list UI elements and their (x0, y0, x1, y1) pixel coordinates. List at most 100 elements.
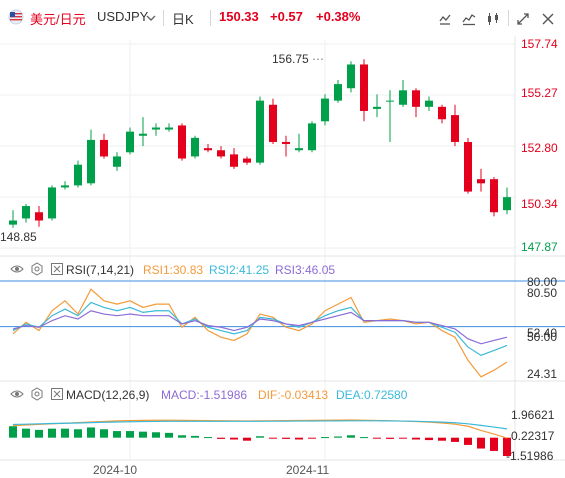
candle-body (360, 64, 368, 111)
candle-body (74, 164, 82, 186)
y-tick-label: 152.80 (521, 141, 558, 155)
symbol-name[interactable]: 美元/日元 (30, 12, 86, 27)
rsi2-value: RSI2:41.25 (209, 263, 270, 277)
candle-body (282, 141, 290, 145)
candle-body (503, 197, 511, 211)
header-divider (508, 10, 509, 26)
close-icon[interactable] (537, 8, 559, 30)
candle-body (61, 185, 69, 188)
candle-body (191, 137, 199, 157)
candle-body (256, 100, 264, 163)
eye-icon[interactable] (10, 387, 24, 401)
macd-bar (61, 428, 69, 438)
candle-body (399, 90, 407, 105)
settings-gear-icon[interactable] (30, 262, 44, 276)
symbol-code[interactable]: USDJPY (97, 9, 149, 24)
rsi-series (0, 280, 565, 378)
macd-bar (347, 435, 355, 438)
price-change: +0.57 (270, 9, 303, 24)
macd-bar (87, 427, 95, 438)
macd-tick-label: 0.22317 (511, 429, 555, 443)
macd-lines (12, 419, 508, 439)
y-tick-label: 147.87 (521, 240, 558, 254)
candle-body (204, 148, 212, 151)
expand-icon[interactable] (512, 8, 534, 30)
candle-body (386, 100, 394, 102)
header-divider (163, 10, 164, 26)
macd-bar (35, 429, 43, 438)
candle-body (308, 123, 316, 151)
candle-body (334, 84, 342, 101)
macd-bar (191, 435, 199, 438)
rsi1-value: RSI1:30.83 (143, 263, 204, 277)
macd-bar (152, 432, 160, 438)
macd-bar (165, 432, 173, 438)
macd-bar (178, 435, 186, 438)
macd-bar (269, 437, 277, 439)
price-change-percent: +0.38% (316, 9, 361, 24)
currency-flag-icon (8, 9, 24, 28)
rsi-tick-label: 80.00 (527, 275, 558, 289)
rsi3-line (12, 310, 508, 345)
rsi-tick-label: 24.31 (527, 367, 558, 381)
candle-body (9, 220, 17, 225)
dea-line (12, 420, 508, 430)
macd-bar (321, 437, 329, 439)
rsi2-line (12, 301, 508, 357)
macd-bar (503, 437, 511, 457)
candle-body (217, 150, 225, 157)
candle-body (100, 139, 108, 157)
candlestick-icon[interactable] (482, 8, 504, 30)
macd-bar (451, 437, 459, 442)
candle-body (35, 212, 43, 221)
macd-bar (139, 431, 147, 438)
macd-bar (477, 437, 485, 449)
macd-title: MACD(12,26,9) (66, 388, 150, 402)
candle-body (347, 64, 355, 89)
y-tick-label: 157.74 (521, 37, 558, 51)
candle-body (139, 133, 147, 136)
macd-bar (48, 428, 56, 438)
candle-body (230, 154, 238, 167)
close-panel-icon[interactable] (50, 262, 64, 276)
rsi-tick-label: 80.50 (527, 286, 558, 300)
rsi1-line (12, 288, 508, 378)
dif-value: DIF:-0.03413 (258, 388, 329, 402)
candlestick-series (9, 59, 511, 228)
chevron-down-icon[interactable] (146, 11, 156, 26)
macd-bar (295, 437, 303, 440)
settings-gear-icon[interactable] (30, 387, 44, 401)
line-chart-icon[interactable] (458, 8, 480, 30)
candle-body (490, 179, 498, 213)
candle-body (438, 106, 446, 120)
macd-bar (100, 429, 108, 438)
macd-tick-label: -1.51986 (506, 449, 554, 463)
candle-body (152, 127, 160, 130)
macd-bar (360, 437, 368, 439)
candle-body (22, 206, 30, 219)
candle-body (412, 90, 420, 107)
header-divider (210, 10, 211, 26)
period-selector[interactable]: 日K (172, 12, 194, 27)
rsi-tick-label: 50.00 (527, 330, 558, 344)
chart-header: 美元/日元 USDJPY 日K 150.33 +0.57 +0.38% (0, 0, 565, 36)
candle-body (464, 141, 472, 192)
candle-body (321, 98, 329, 122)
candle-body (269, 104, 277, 142)
dea-value: DEA:0.72580 (336, 388, 408, 402)
chart-grid (0, 36, 565, 461)
macd-bar (230, 437, 238, 440)
candle-body (295, 148, 303, 151)
draw-line-icon[interactable] (434, 8, 456, 30)
candle-body (126, 131, 134, 153)
close-panel-icon[interactable] (50, 387, 64, 401)
eye-icon[interactable] (10, 262, 24, 276)
macd-bar (126, 431, 134, 438)
x-axis-label: 2024-10 (93, 463, 138, 477)
macd-histogram (9, 426, 511, 457)
candle-body (425, 100, 433, 107)
candle-body (373, 106, 381, 109)
candle-body (48, 187, 56, 219)
candle-body (243, 158, 251, 163)
